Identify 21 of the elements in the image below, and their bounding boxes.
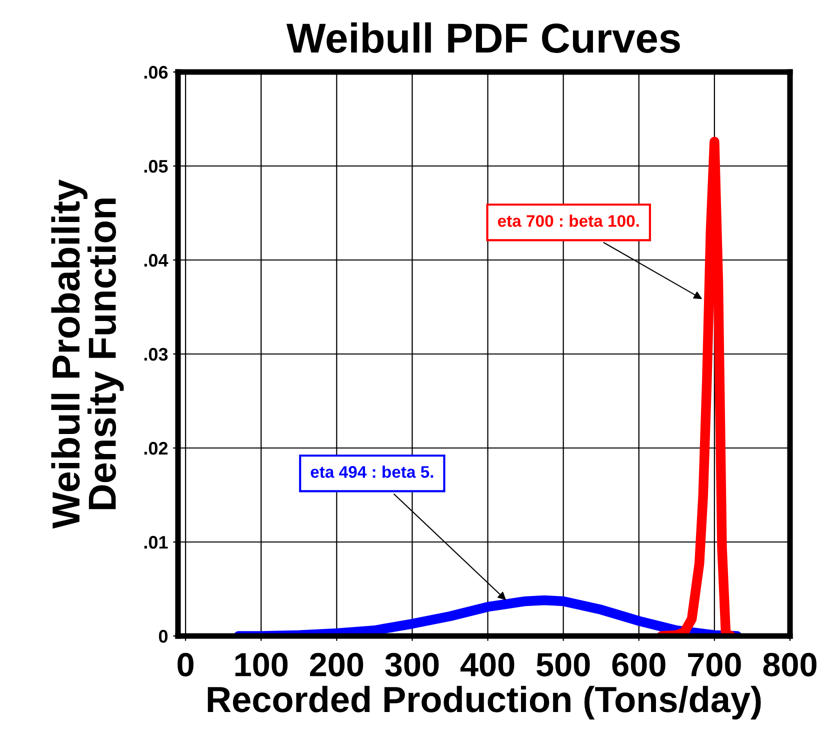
- y-tick-label: .01: [144, 536, 168, 549]
- x-tick-label: 500: [536, 652, 590, 676]
- y-tick-label: .02: [144, 442, 168, 455]
- x-tick-label: 100: [235, 652, 288, 676]
- annotation: eta 700 : beta 100.: [498, 214, 639, 227]
- x-tick-label: 0: [178, 652, 194, 676]
- y-tick-label: .06: [144, 66, 168, 79]
- chart-title: Weibull PDF Curves: [286, 22, 680, 53]
- y-axis-title: Weibull Probability Density Function: [51, 180, 124, 529]
- y-tick-label: .03: [144, 348, 168, 361]
- y-tick-label: .04: [144, 254, 168, 267]
- annotation: eta 494 : beta 5.: [310, 466, 434, 478]
- y-tick-label: .05: [144, 160, 168, 173]
- x-tick-label: 600: [612, 652, 666, 676]
- x-tick-label: 400: [460, 652, 514, 676]
- y-tick-label: 0: [158, 630, 168, 643]
- x-tick-label: 700: [688, 652, 741, 676]
- x-tick-label: 800: [763, 652, 816, 676]
- x-tick-label: 200: [310, 652, 364, 676]
- x-tick-label: 300: [385, 652, 439, 677]
- x-axis-title: Recorded Production (Tons/day): [208, 686, 761, 720]
